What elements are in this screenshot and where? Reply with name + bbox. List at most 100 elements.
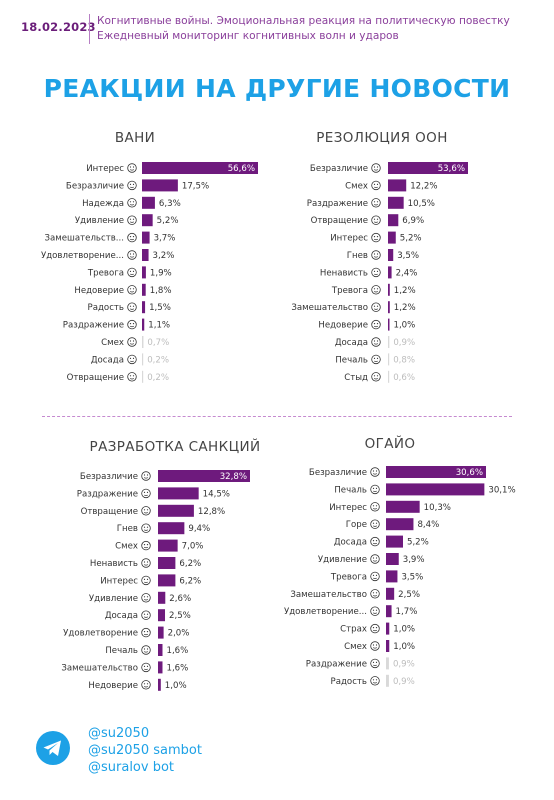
category-label: Смех xyxy=(101,338,124,348)
value-label: 1,2% xyxy=(394,303,416,313)
category-label: Смех xyxy=(115,542,138,552)
satisfaction-emoji-icon xyxy=(141,627,151,638)
value-label: 2,0% xyxy=(168,629,190,639)
category-label: Недоверие xyxy=(318,321,368,331)
bar xyxy=(158,661,163,674)
handle-suralov-bot[interactable]: @suralov bot xyxy=(88,760,175,775)
bar xyxy=(386,587,395,600)
bar xyxy=(388,231,396,244)
disgust-emoji-icon xyxy=(141,506,151,516)
value-label: 5,2% xyxy=(400,234,422,244)
value-label: 6,3% xyxy=(159,199,181,209)
category-label: Тревога xyxy=(331,286,368,296)
bar xyxy=(142,283,146,296)
bar xyxy=(386,500,420,513)
category-label: Досада xyxy=(334,538,367,548)
bar xyxy=(388,336,390,348)
satisfaction-emoji-icon xyxy=(127,250,137,260)
category-label: Удивление xyxy=(318,555,367,565)
category-label: Радость xyxy=(88,303,124,313)
panel-title-vani: ВАНИ xyxy=(114,130,156,146)
category-label: Печаль xyxy=(335,355,368,365)
bar xyxy=(158,591,166,604)
category-label: Отвращение xyxy=(67,373,124,383)
bar xyxy=(386,553,399,565)
value-label: 0,9% xyxy=(393,677,415,687)
bar xyxy=(142,249,149,261)
value-label: 9,4% xyxy=(188,524,210,534)
value-label: 32,8% xyxy=(220,472,247,482)
value-label: 6,2% xyxy=(179,559,201,569)
category-label: Замешательство xyxy=(61,663,138,673)
value-label: 3,5% xyxy=(401,572,423,582)
category-label: Раздражение xyxy=(307,199,368,209)
surprise-emoji-icon xyxy=(141,593,151,603)
category-label: Недоверие xyxy=(74,286,124,296)
bar xyxy=(388,162,468,174)
value-label: 10,5% xyxy=(408,199,435,209)
handle-su2050[interactable]: @su2050 xyxy=(88,726,150,741)
category-label: Удовлетворение xyxy=(63,629,138,639)
surprise-emoji-icon xyxy=(370,554,380,564)
anger-emoji-icon xyxy=(371,250,381,260)
value-label: 3,9% xyxy=(403,555,425,565)
value-label: 0,9% xyxy=(393,659,415,669)
value-label: 1,7% xyxy=(396,607,418,617)
value-label: 12,2% xyxy=(410,181,437,191)
category-label: Интерес xyxy=(330,234,368,244)
handle-su2050-sambot[interactable]: @su2050 sambot xyxy=(88,743,202,758)
bar xyxy=(142,301,146,314)
value-label: 2,4% xyxy=(396,268,418,278)
category-label: Интерес xyxy=(86,164,124,174)
bar xyxy=(158,470,250,482)
bar xyxy=(386,605,392,618)
category-label: Печаль xyxy=(334,485,367,495)
bar xyxy=(386,674,389,687)
value-label: 2,6% xyxy=(169,594,191,604)
bar xyxy=(386,483,485,496)
irritation-emoji-icon xyxy=(370,658,380,669)
interest-emoji-icon xyxy=(371,232,381,243)
telegram-icon[interactable] xyxy=(36,731,70,765)
category-label: Интерес xyxy=(100,576,138,586)
report-date: 18.02.2023 xyxy=(21,20,96,34)
category-label: Надежда xyxy=(82,199,124,209)
value-label: 56,6% xyxy=(228,164,255,174)
value-label: 1,5% xyxy=(149,303,171,313)
bar xyxy=(388,249,394,261)
value-label: 3,2% xyxy=(153,251,175,261)
value-label: 53,6% xyxy=(438,164,465,174)
bar xyxy=(158,539,178,552)
category-label: Безразличие xyxy=(310,164,368,174)
category-label: Ненависть xyxy=(320,268,368,278)
header-subtitle-line2: Ежедневный мониторинг когнитивных волн и… xyxy=(97,30,399,42)
value-label: 3,7% xyxy=(154,234,176,244)
sadness-emoji-icon xyxy=(370,484,380,495)
joy-emoji-icon xyxy=(127,302,137,312)
category-label: Тревога xyxy=(87,268,124,278)
anger-emoji-icon xyxy=(141,523,151,533)
value-label: 0,6% xyxy=(393,373,415,383)
value-label: 5,2% xyxy=(157,216,179,226)
category-label: Удивление xyxy=(75,216,124,226)
indifference-emoji-icon xyxy=(370,467,380,477)
value-label: 1,0% xyxy=(393,321,415,331)
bar xyxy=(142,353,144,366)
hatred-emoji-icon xyxy=(141,558,151,568)
value-label: 6,2% xyxy=(179,576,201,586)
category-label: Отвращение xyxy=(311,216,368,226)
value-label: 1,0% xyxy=(393,642,415,652)
indifference-emoji-icon xyxy=(141,471,151,481)
category-label: Горе xyxy=(346,520,367,530)
distrust-emoji-icon xyxy=(371,319,381,330)
chart-2: Безразличие 53,6% Смех 12,2% Раздражение 10,5… xyxy=(291,162,468,383)
bar xyxy=(158,644,163,656)
laughter-emoji-icon xyxy=(371,180,381,191)
bar xyxy=(386,657,389,670)
value-label: 8,4% xyxy=(417,520,439,530)
value-label: 30,6% xyxy=(456,468,483,478)
joy-emoji-icon xyxy=(370,676,380,686)
disgust-emoji-icon xyxy=(127,372,137,382)
bar xyxy=(158,574,176,587)
value-label: 2,5% xyxy=(398,590,420,600)
